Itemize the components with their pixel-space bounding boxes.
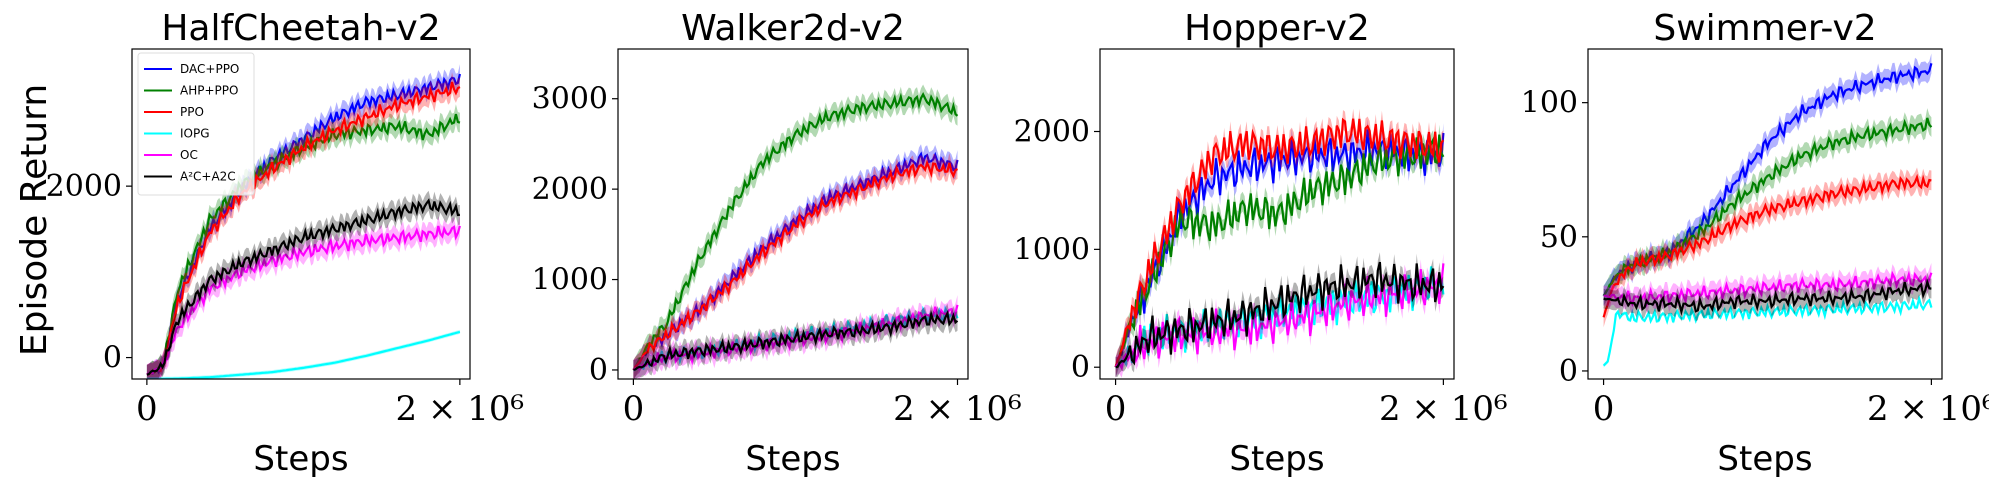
axes-frame <box>1099 48 1455 380</box>
series-group <box>1602 53 1933 368</box>
panel-title: Swimmer-v2 <box>1653 8 1876 49</box>
y-tick-label: 2000 <box>1014 115 1090 150</box>
x-axis-label: Steps <box>745 439 840 479</box>
x-tick-label: 0 <box>1593 389 1615 429</box>
x-tick-label: 0 <box>623 389 645 429</box>
series-ahp-ppo <box>1602 117 1933 297</box>
x-tick-label: 2 × 10⁶ <box>1379 389 1508 429</box>
x-axis-label: Steps <box>253 439 348 479</box>
panels: HalfCheetah-v2 0 2000 0 2 × 10⁶ Steps DAC+PPO A… <box>46 8 1989 479</box>
band-a2c-a2c <box>146 190 460 379</box>
y-tick-label: 3000 <box>532 82 608 117</box>
y-tick-label: 0 <box>1071 350 1090 385</box>
series-ppo <box>1602 173 1932 318</box>
axes-frame <box>1587 48 1943 380</box>
series-ahp-ppo <box>1114 134 1445 368</box>
legend-box <box>137 52 255 196</box>
y-tick-label: 1000 <box>1014 232 1090 267</box>
series-iopg <box>146 330 461 379</box>
panel-title: Walker2d-v2 <box>681 8 905 49</box>
band-ahp-ppo <box>1603 108 1932 306</box>
x-tick-label: 0 <box>1105 389 1127 429</box>
band-a2c-a2c <box>1603 272 1932 322</box>
x-tick-label: 2 × 10⁶ <box>1867 389 1989 429</box>
series-ahp-ppo <box>146 113 461 376</box>
y-tick-label: 2000 <box>532 172 608 207</box>
series-a2c-a2c <box>1115 261 1445 369</box>
legend-entry: OC <box>180 148 198 162</box>
legend-entry: IOPG <box>180 127 210 141</box>
y-tick-label: 0 <box>103 341 122 376</box>
y-tick-label: 50 <box>1540 220 1578 255</box>
band-ppo <box>633 153 958 379</box>
x-axis-label: Steps <box>1229 439 1324 479</box>
panel-halfcheetah-v2: HalfCheetah-v2 0 2000 0 2 × 10⁶ Steps DAC+PPO A… <box>46 8 525 479</box>
series-iopg <box>1602 294 1933 367</box>
band-a2c-a2c <box>633 303 958 379</box>
legend: DAC+PPO AHP+PPO PPO IOPG OC A²C+A2C <box>137 52 255 196</box>
x-axis-label: Steps <box>1717 439 1812 479</box>
series-group <box>146 64 461 379</box>
legend-entry: AHP+PPO <box>180 84 238 98</box>
panel-title: Hopper-v2 <box>1184 8 1370 49</box>
series-group <box>632 84 959 379</box>
series-a2c-a2c <box>146 198 460 376</box>
legend-entry: DAC+PPO <box>180 62 239 76</box>
y-tick-label: 2000 <box>46 169 122 204</box>
y-tick-label: 1000 <box>532 263 608 298</box>
axes-frame <box>131 48 471 380</box>
y-tick-label: 0 <box>1559 354 1578 389</box>
series-a2c-a2c <box>633 309 959 372</box>
series-dac-ppo <box>1114 129 1445 368</box>
axes-frame <box>617 48 969 380</box>
panel-hopper-v2: Hopper-v2 0 1000 2000 0 2 × 10⁶ Steps <box>1014 8 1508 479</box>
x-tick-label: 2 × 10⁶ <box>396 389 525 429</box>
figure-ylabel: Episode Return <box>14 84 55 356</box>
series-ppo <box>146 81 461 376</box>
legend-entry: PPO <box>180 105 204 119</box>
series-ppo <box>632 159 959 371</box>
y-tick-label: 100 <box>1521 86 1578 121</box>
legend-entry: A²C+A2C <box>180 170 236 184</box>
band-ahp-ppo <box>1115 124 1444 378</box>
series-group <box>1114 108 1445 378</box>
band-ppo <box>146 72 460 379</box>
series-ppo <box>1114 117 1445 368</box>
panel-title: HalfCheetah-v2 <box>161 8 440 49</box>
series-a2c-a2c <box>1603 278 1932 316</box>
panel-walker2d-v2: Walker2d-v2 0 1000 2000 3000 0 2 × 10⁶ Steps <box>532 8 1022 479</box>
y-tick-label: 0 <box>589 353 608 388</box>
band-iopg <box>146 329 460 379</box>
x-tick-label: 0 <box>136 389 158 429</box>
panel-swimmer-v2: Swimmer-v2 0 50 100 0 2 × 10⁶ Steps <box>1521 8 1989 479</box>
series-ahp-ppo <box>632 92 959 371</box>
series-oc <box>1603 270 1933 308</box>
x-tick-label: 2 × 10⁶ <box>893 389 1022 429</box>
